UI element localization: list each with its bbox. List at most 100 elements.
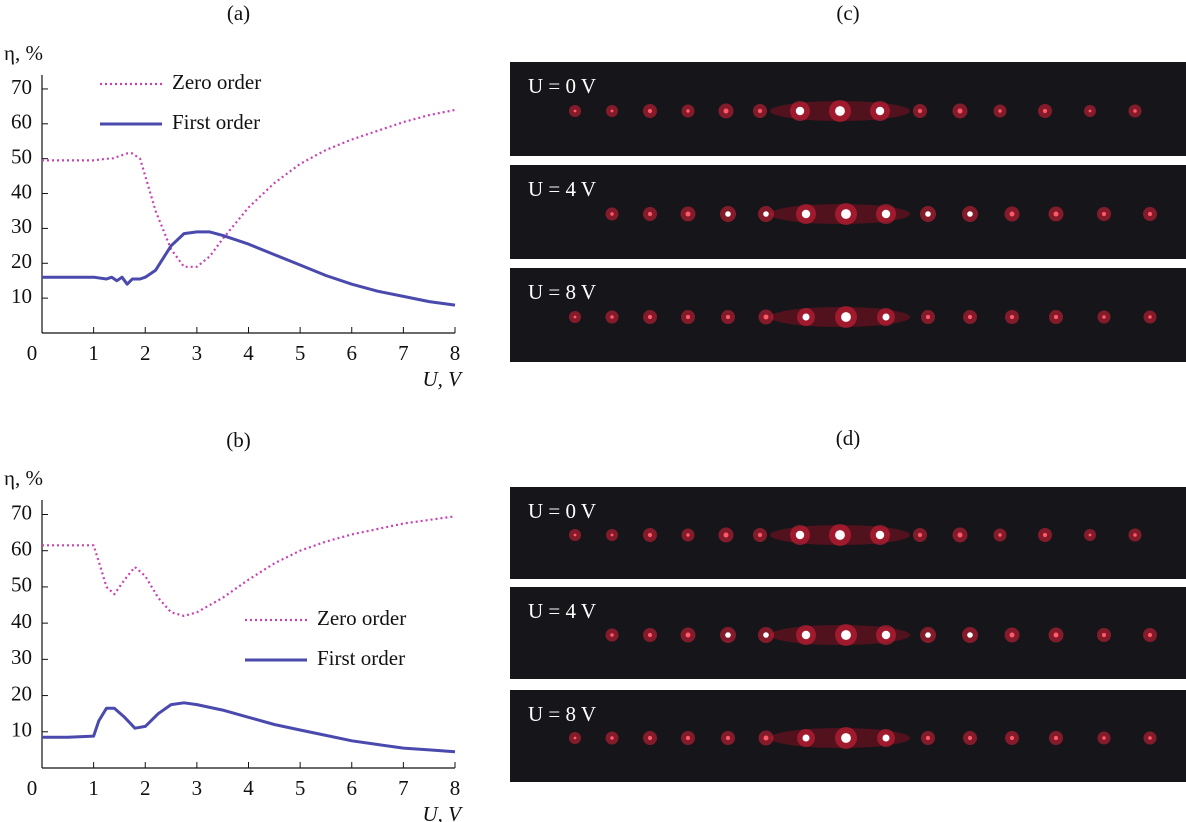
spot — [967, 632, 973, 638]
spot — [1133, 533, 1137, 537]
spot — [1053, 314, 1059, 320]
panel-label: (d) — [836, 426, 861, 450]
x-tick-label: 4 — [243, 341, 254, 365]
y-tick-label: 40 — [11, 179, 32, 203]
spot — [763, 632, 769, 638]
spot — [647, 632, 653, 638]
spot — [1009, 735, 1015, 741]
x-axis-label: U, V — [423, 802, 464, 822]
frame-label: U = 4 V — [528, 177, 596, 201]
frame-label: U = 4 V — [528, 599, 596, 623]
x-tick-label: 5 — [295, 776, 306, 800]
x-tick-label: 8 — [450, 341, 461, 365]
spot — [967, 735, 973, 741]
spot — [647, 108, 653, 114]
spot — [573, 533, 577, 537]
spot — [573, 315, 577, 319]
spot — [725, 314, 731, 320]
spot — [610, 633, 614, 637]
series-line — [42, 108, 456, 268]
spot — [1088, 533, 1092, 537]
y-axis-label: η, % — [4, 466, 43, 490]
spot — [875, 106, 885, 116]
spot — [998, 533, 1002, 537]
x-tick-label: 8 — [450, 776, 461, 800]
photo-frame: U = 0 V — [510, 487, 1186, 579]
y-tick-label: 60 — [11, 537, 32, 561]
spot — [685, 735, 691, 741]
photo-frame: U = 8 V — [510, 268, 1186, 362]
spot — [573, 109, 577, 113]
legend-label: Zero order — [317, 606, 406, 630]
spot — [573, 736, 577, 740]
spot — [1053, 211, 1059, 217]
spot — [1053, 632, 1059, 638]
spot — [686, 109, 690, 113]
spot — [686, 533, 690, 537]
spot — [647, 314, 653, 320]
y-tick-label: 20 — [11, 681, 32, 705]
spot — [610, 533, 614, 537]
spot — [1042, 108, 1048, 114]
spot — [1042, 532, 1048, 538]
spot — [841, 209, 851, 219]
y-tick-label: 30 — [11, 214, 32, 238]
legend-label: First order — [172, 110, 260, 134]
x-tick-label: 3 — [192, 341, 203, 365]
frame-label: U = 8 V — [528, 280, 596, 304]
spot — [957, 532, 963, 538]
x-tick-label: 2 — [140, 341, 151, 365]
x-tick-label: 1 — [88, 341, 99, 365]
spot — [1148, 315, 1152, 319]
x-tick-label: 4 — [243, 776, 254, 800]
spot — [917, 532, 923, 538]
spot — [1133, 109, 1137, 113]
chart-title: (a) — [227, 1, 250, 25]
spot — [835, 106, 845, 116]
y-tick-label: 60 — [11, 110, 32, 134]
x-tick-label: 7 — [398, 776, 409, 800]
x-tick-label: 0 — [27, 776, 38, 800]
spot — [801, 209, 811, 219]
photo-frame: U = 8 V — [510, 690, 1186, 782]
spot — [725, 735, 731, 741]
x-tick-label: 2 — [140, 776, 151, 800]
x-tick-label: 5 — [295, 341, 306, 365]
spot — [925, 632, 931, 638]
spot — [1088, 109, 1092, 113]
spot — [1053, 735, 1059, 741]
spot — [723, 108, 729, 114]
y-tick-label: 70 — [11, 75, 32, 99]
spot — [882, 734, 890, 742]
spot — [757, 532, 763, 538]
panel-label: (c) — [836, 1, 859, 25]
spot — [610, 109, 614, 113]
spot — [801, 630, 811, 640]
spot — [795, 106, 805, 116]
spot — [957, 108, 963, 114]
y-axis-label: η, % — [4, 41, 43, 65]
spot — [967, 211, 973, 217]
series-line — [42, 230, 456, 307]
y-tick-label: 50 — [11, 144, 32, 168]
y-tick-label: 50 — [11, 573, 32, 597]
spot — [763, 211, 769, 217]
frame-label: U = 8 V — [528, 702, 596, 726]
legend-label: First order — [317, 646, 405, 670]
frame-label: U = 0 V — [528, 74, 596, 98]
spot — [875, 530, 885, 540]
spot — [925, 735, 931, 741]
series-line — [42, 701, 456, 754]
spot — [685, 314, 691, 320]
chart-title: (b) — [226, 428, 251, 452]
spot — [841, 733, 851, 743]
frame-label: U = 0 V — [528, 499, 596, 523]
spot — [647, 532, 653, 538]
spot — [725, 632, 731, 638]
spot — [881, 630, 891, 640]
spot — [763, 314, 769, 320]
x-tick-label: 6 — [347, 341, 358, 365]
spot — [1009, 314, 1015, 320]
spot — [795, 530, 805, 540]
